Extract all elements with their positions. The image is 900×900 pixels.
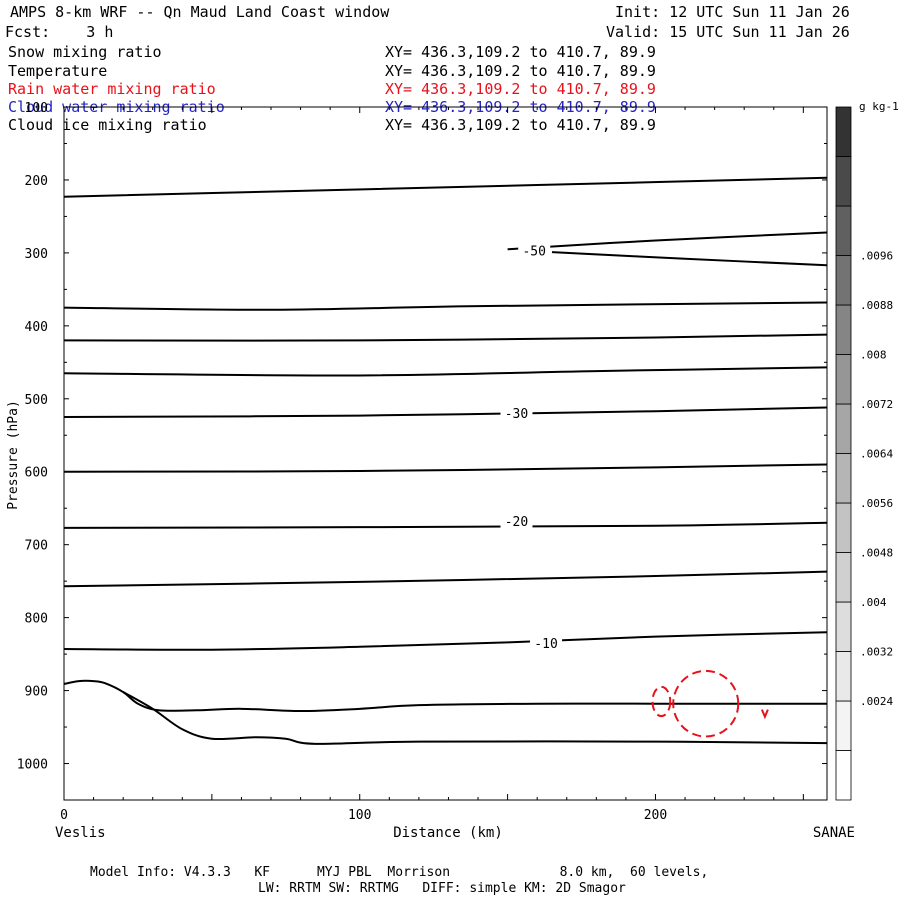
colorbar-level-label: .0032 — [860, 646, 893, 659]
y-tick-label: 700 — [25, 539, 48, 554]
model-physics: LW: RRTM SW: RRTMG DIFF: simple KM: 2D S… — [258, 881, 626, 896]
colorbar-swatch — [835, 700, 852, 751]
colorbar-swatch — [835, 502, 852, 553]
contour-label-layer: -50 -30 -20 -10 — [500, 243, 563, 652]
isotherm-iso-g — [63, 406, 828, 419]
y-tick-label: 800 — [25, 612, 48, 627]
field-name-temperature: Temperature — [8, 62, 108, 80]
field-xy-snow: XY= 436.3,109.2 to 410.7, 89.9 — [385, 43, 656, 61]
valid-time: Valid: 15 UTC Sun 11 Jan 26 — [606, 23, 850, 41]
colorbar-unit: g kg-1 — [859, 100, 899, 113]
x-tick-label: 0 — [60, 808, 68, 823]
y-tick-label: 900 — [25, 685, 48, 700]
field-xy-temperature: XY= 436.3,109.2 to 410.7, 89.9 — [385, 62, 656, 80]
forecast-hour: Fcst: 3 h — [5, 23, 114, 41]
plot-frame — [63, 106, 828, 801]
y-axis-label: Pressure (hPa) — [6, 400, 21, 510]
colorbar-swatch — [835, 651, 852, 702]
colorbar-level-label: .0024 — [860, 695, 893, 708]
isotherm-layer — [63, 176, 828, 745]
isotherm-iso-j — [63, 570, 828, 588]
init-time: Init: 12 UTC Sun 11 Jan 26 — [615, 3, 850, 21]
colorbar-swatch — [835, 354, 852, 405]
field-name-cloud-ice: Cloud ice mixing ratio — [8, 116, 207, 134]
contour-label-bg — [530, 635, 563, 650]
colorbar-swatch — [835, 601, 852, 652]
contour-label-bg — [500, 406, 533, 421]
model-info: Model Info: V4.3.3 KF MYJ PBL Morrison 8… — [90, 865, 709, 880]
colorbar-swatch — [835, 403, 852, 454]
field-xy-rain: XY= 436.3,109.2 to 410.7, 89.9 — [385, 80, 656, 98]
field-name-rain: Rain water mixing ratio — [8, 80, 216, 98]
isotherm-iso-k — [63, 631, 828, 651]
colorbar-level-label: .0064 — [860, 448, 893, 461]
colorbar-level-label: .0088 — [860, 299, 893, 312]
colorbar-swatch — [835, 304, 852, 355]
x-axis-label: Distance (km) — [393, 825, 503, 841]
isotherm-iso-f — [63, 366, 828, 377]
colorbar: .0024 .0032 .004 .0048 .0056 .0064 .0072 .008 .0… — [835, 106, 893, 801]
contour-label: -50 — [522, 244, 545, 259]
rain-contour-rain-3 — [760, 709, 769, 720]
colorbar-swatch — [835, 205, 852, 256]
isotherm-iso-m — [122, 691, 828, 745]
x-axis: 0 100 200 — [60, 107, 804, 823]
y-tick-label: 400 — [25, 320, 48, 335]
isotherm-iso-h — [63, 463, 828, 473]
colorbar-level-label: .0056 — [860, 497, 893, 510]
colorbar-swatch — [835, 750, 852, 801]
x-endpoint-right: SANAE — [813, 825, 855, 841]
x-tick-label: 200 — [644, 808, 667, 823]
rain-contour-layer — [651, 669, 769, 738]
y-tick-label: 300 — [25, 247, 48, 262]
colorbar-swatch — [835, 255, 852, 306]
y-tick-label: 200 — [25, 174, 48, 189]
colorbar-swatch — [835, 106, 852, 157]
colorbar-swatch — [835, 453, 852, 504]
contour-label: -10 — [534, 637, 557, 652]
colorbar-level-label: .0048 — [860, 547, 893, 560]
x-tick-label: 100 — [348, 808, 371, 823]
y-tick-label: 600 — [25, 466, 48, 481]
rain-contour-rain-1 — [651, 685, 672, 718]
field-name-cloud-water: Cloud water mixing ratio — [8, 98, 225, 116]
plot-title: AMPS 8-km WRF -- Qn Maud Land Coast wind… — [10, 3, 390, 21]
colorbar-level-label: .0096 — [860, 250, 893, 263]
contour-label-bg — [518, 243, 551, 258]
colorbar-level-label: .0072 — [860, 398, 893, 411]
colorbar-swatch — [835, 156, 852, 207]
colorbar-level-label: .004 — [860, 596, 887, 609]
isotherm-iso-e — [63, 333, 828, 342]
y-tick-label: 1000 — [17, 758, 48, 773]
isotherm-iso-b — [507, 231, 828, 251]
rain-contour-rain-2 — [672, 669, 740, 738]
isotherm-iso-d — [63, 301, 828, 311]
isotherm-iso-c — [551, 251, 828, 267]
contour-label: -20 — [505, 515, 528, 530]
isotherm-iso-l — [63, 679, 827, 713]
colorbar-swatch — [835, 552, 852, 603]
colorbar-level-label: .008 — [860, 349, 887, 362]
contour-label-bg — [500, 514, 533, 529]
y-tick-label: 500 — [25, 393, 48, 408]
isotherm-iso-i — [63, 521, 828, 529]
isotherm-iso-a — [63, 176, 828, 198]
contour-label: -30 — [505, 407, 528, 422]
field-xy-cloud-ice: XY= 436.3,109.2 to 410.7, 89.9 — [385, 116, 656, 134]
field-xy-cloud-water: XY= 436.3,109.2 to 410.7, 89.9 — [385, 98, 656, 116]
field-name-snow: Snow mixing ratio — [8, 43, 162, 61]
x-endpoint-left: Veslis — [55, 825, 106, 841]
